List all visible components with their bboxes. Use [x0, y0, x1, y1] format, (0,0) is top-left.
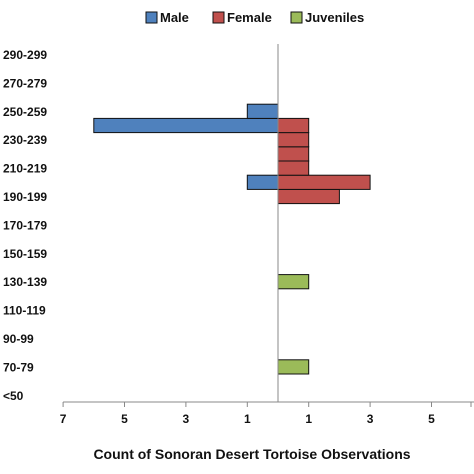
bar-female-240-249 — [277, 117, 310, 134]
legend-label-male: Male — [160, 10, 189, 25]
x-tick-label: 7 — [60, 412, 67, 426]
legend-swatch-female — [212, 11, 225, 24]
bar-male-240-249 — [93, 117, 279, 134]
y-tick-label: 150-159 — [3, 247, 47, 261]
bar-juveniles-130-139 — [277, 274, 310, 290]
legend-swatch-male — [145, 11, 158, 24]
y-tick-label: 190-199 — [3, 190, 47, 204]
x-tick-label: 5 — [121, 412, 128, 426]
x-tick-label: 3 — [183, 412, 190, 426]
y-tick-label: 70-79 — [3, 360, 34, 374]
bar-female-190-199 — [277, 188, 340, 205]
bar-male-250-259 — [246, 103, 279, 119]
y-axis-tick-labels: <50 70-79 90-99 110-119 130-139 150-159 170-17… — [3, 48, 47, 403]
legend-swatch-juveniles — [290, 11, 303, 24]
legend: Male Female Juveniles — [145, 10, 364, 25]
y-tick-label: <50 — [3, 389, 24, 403]
x-tick-label: 3 — [367, 412, 374, 426]
y-tick-label: 250-259 — [3, 105, 47, 119]
bars — [93, 103, 371, 375]
y-tick-label: 90-99 — [3, 332, 34, 346]
bar-juveniles-70-79 — [277, 359, 310, 375]
x-tick-label: 5 — [428, 412, 435, 426]
bar-female-220-229 — [277, 146, 310, 162]
y-tick-label: 230-239 — [3, 133, 47, 147]
y-tick-label: 170-179 — [3, 218, 47, 232]
y-tick-label: 210-219 — [3, 162, 47, 176]
x-axis-title: Count of Sonoran Desert Tortoise Observa… — [93, 446, 410, 462]
bar-male-200-209 — [246, 174, 279, 190]
x-axis-ticks: 7 5 3 1 1 3 5 — [60, 402, 472, 426]
x-tick-label: 1 — [244, 412, 251, 426]
x-tick-label: 1 — [305, 412, 312, 426]
y-tick-label: 270-279 — [3, 76, 47, 90]
y-tick-label: 290-299 — [3, 48, 47, 62]
y-tick-label: 110-119 — [3, 304, 46, 318]
bar-female-210-219 — [277, 160, 310, 176]
legend-label-female: Female — [227, 10, 272, 25]
legend-label-juveniles: Juveniles — [305, 10, 364, 25]
bar-female-200-209 — [277, 174, 371, 190]
bar-female-230-239 — [277, 132, 310, 148]
y-tick-label: 130-139 — [3, 275, 47, 289]
